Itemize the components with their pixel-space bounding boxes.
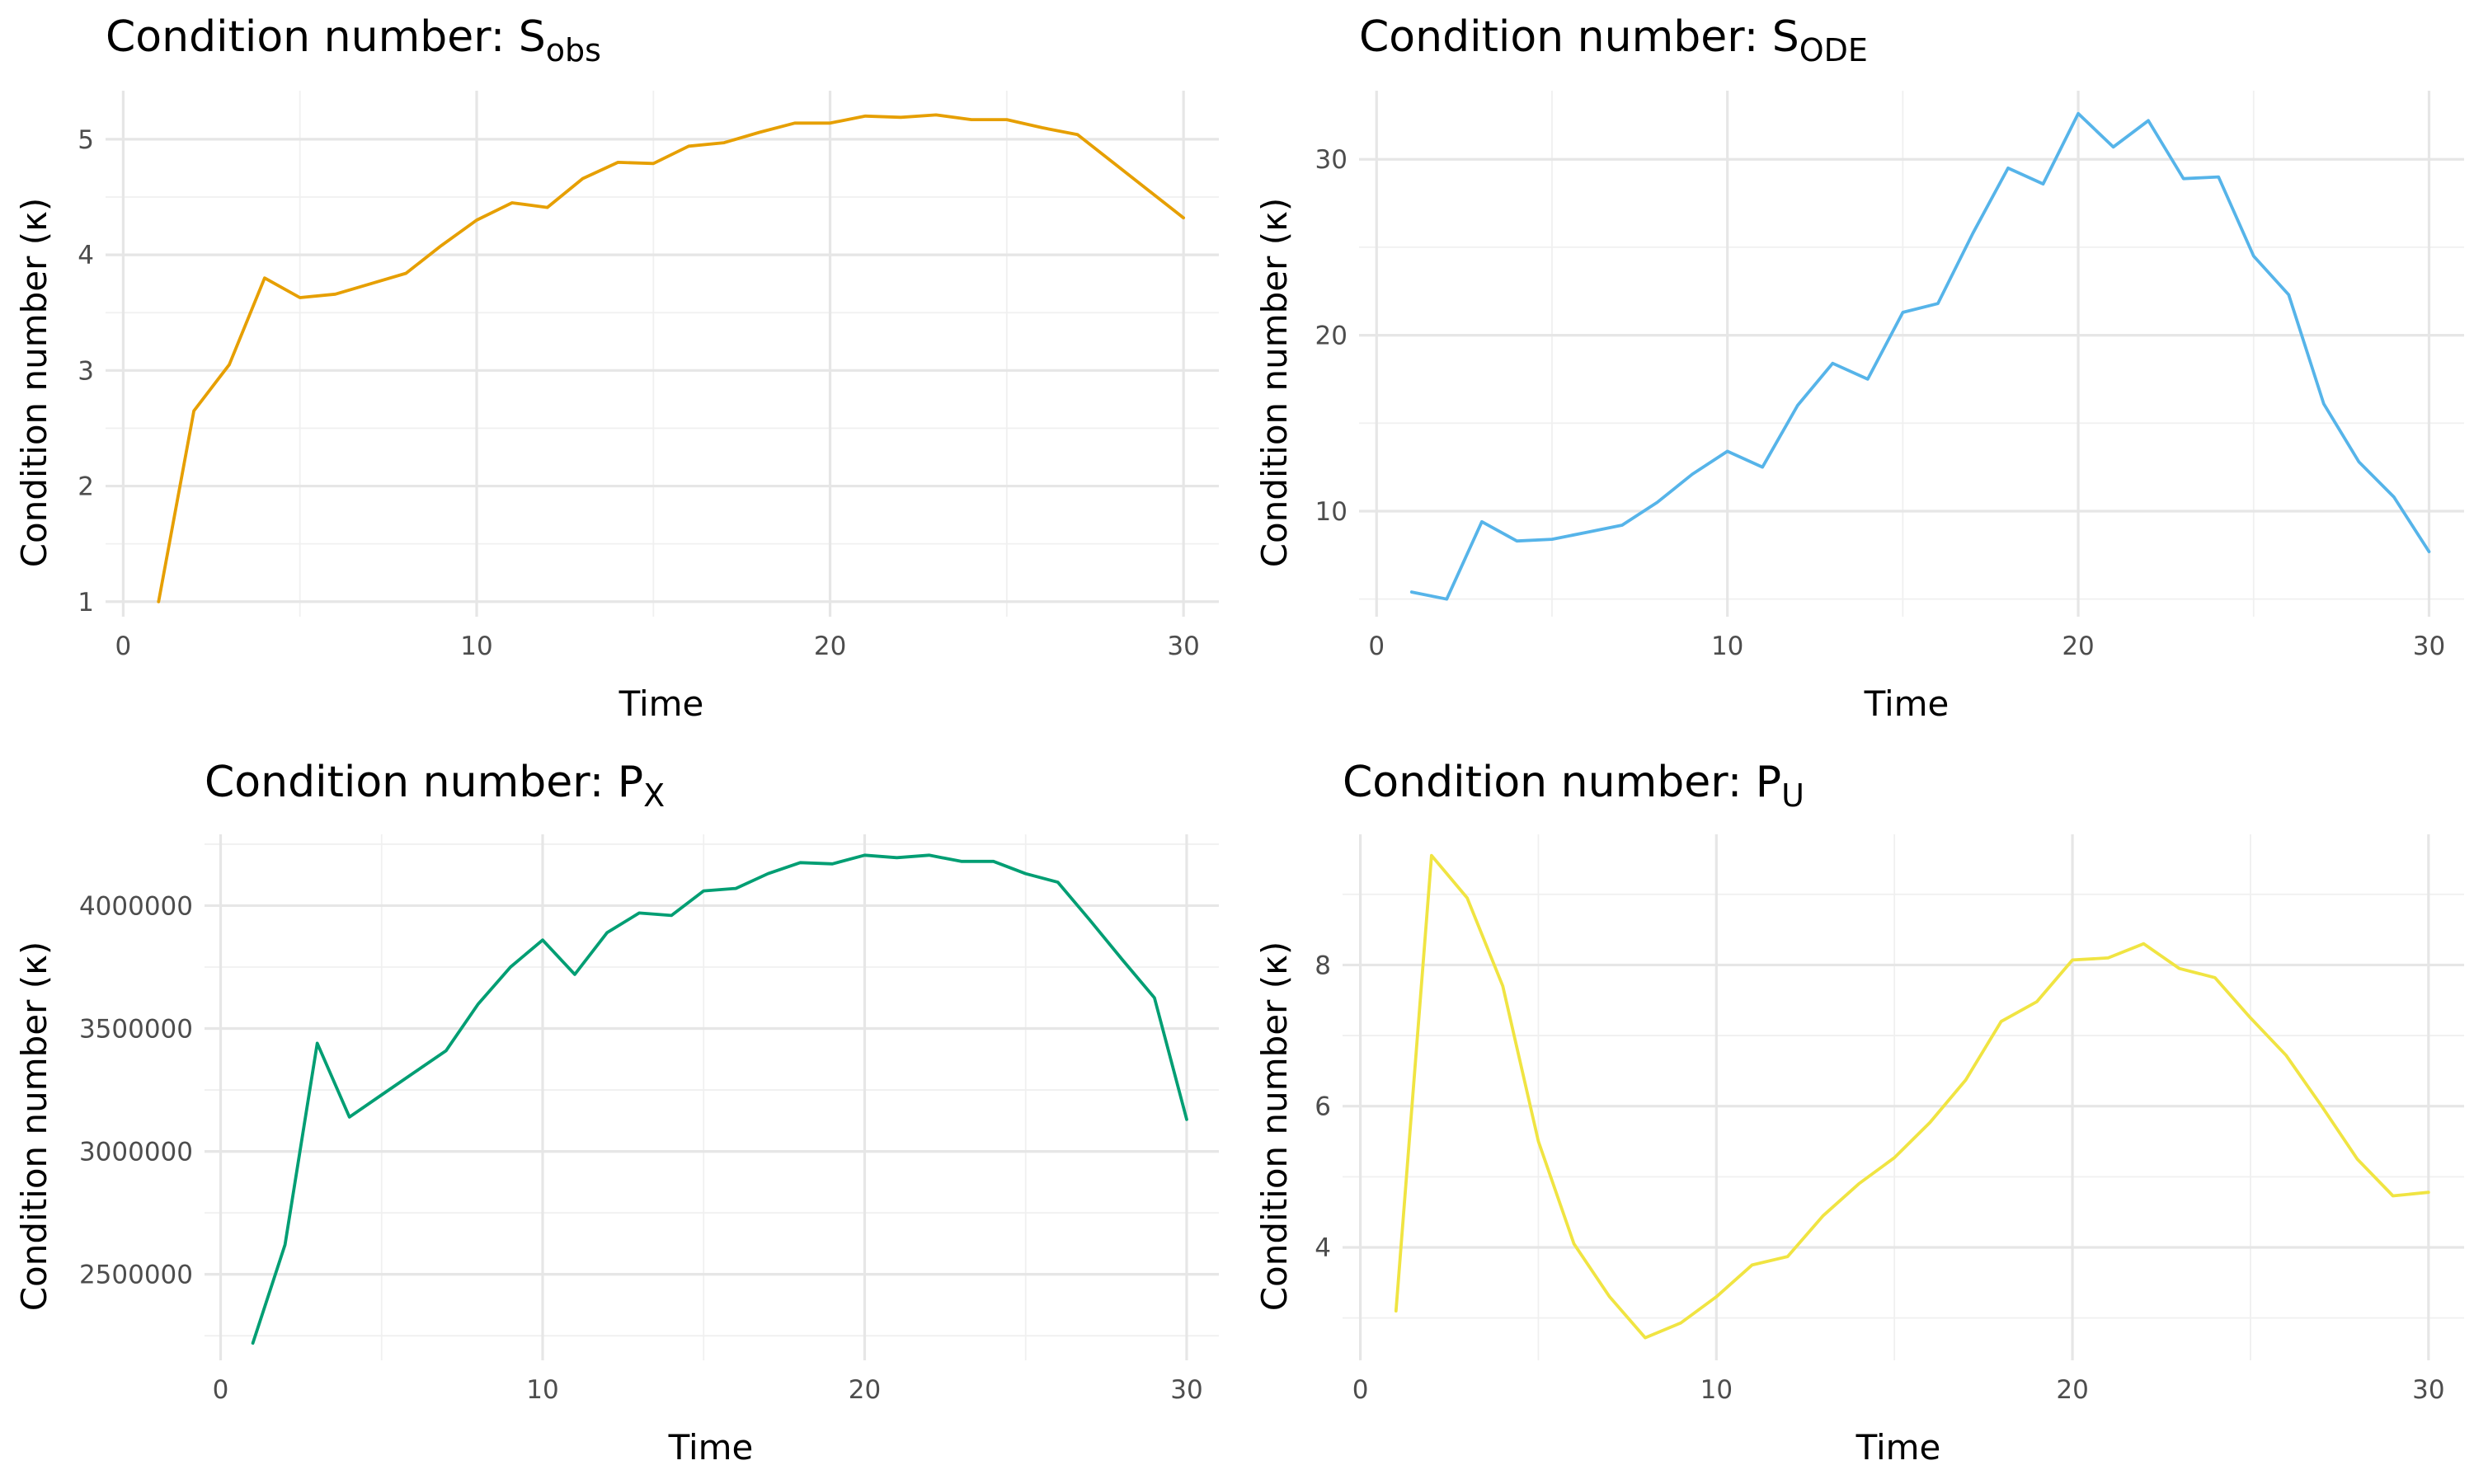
x-tick-label: 20	[814, 632, 846, 661]
y-tick-label: 20	[1315, 322, 1348, 351]
y-tick-label: 3	[78, 356, 94, 386]
y-tick-label: 30	[1315, 145, 1348, 175]
y-tick-label: 2500000	[79, 1261, 193, 1290]
series-line	[251, 853, 1188, 1345]
y-tick-label: 10	[1315, 497, 1348, 527]
panel-title: Condition number: PU	[1343, 758, 1804, 814]
series-line	[1394, 853, 2430, 1340]
y-axis-title: Condition number (κ)	[14, 942, 54, 1312]
x-tick-label: 0	[1368, 632, 1385, 661]
x-tick-label: 20	[849, 1375, 881, 1405]
y-axis-title: Condition number (κ)	[1254, 198, 1295, 568]
x-tick-label: 0	[115, 632, 132, 661]
panel-p-x: Condition number: PX 0 10 20 30 2500000 30000…	[14, 758, 1219, 1468]
y-tick-label: 8	[1315, 951, 1331, 980]
y-tick-label: 4000000	[79, 891, 193, 921]
y-tick-label: 3500000	[79, 1015, 193, 1045]
panel-s-ode: Condition number: SODE 0 10 20 30 10 20 30 Tim…	[1254, 12, 2464, 724]
panel-title: Condition number: PX	[205, 758, 665, 814]
x-tick-label: 0	[213, 1375, 229, 1405]
x-tick-label: 30	[1167, 632, 1199, 661]
x-axis-title: Time	[618, 683, 704, 724]
panel-s-obs: Condition number: Sobs 0 10 20 30 1 2 3 4 5 Time…	[14, 12, 1219, 724]
y-axis-title: Condition number (κ)	[14, 198, 54, 568]
y-tick-label: 4	[78, 241, 94, 270]
x-tick-label: 20	[2056, 1375, 2088, 1405]
series-line	[1409, 111, 2431, 601]
x-axis-title: Time	[1856, 1427, 1941, 1468]
panel-p-u: Condition number: PU 0 10 20 30 4 6 8 Time Con…	[1254, 758, 2464, 1468]
y-tick-label: 4	[1315, 1233, 1331, 1263]
panel-title: Condition number: SODE	[1359, 12, 1868, 68]
y-tick-label: 3000000	[79, 1138, 193, 1167]
x-tick-label: 10	[1700, 1375, 1733, 1405]
x-tick-label: 30	[2413, 632, 2445, 661]
x-axis-title: Time	[1864, 683, 1950, 724]
x-tick-label: 0	[1352, 1375, 1369, 1405]
x-tick-label: 30	[1170, 1375, 1202, 1405]
x-axis-title: Time	[668, 1427, 754, 1468]
panel-title: Condition number: Sobs	[106, 12, 601, 68]
x-tick-label: 10	[526, 1375, 558, 1405]
x-tick-label: 10	[1711, 632, 1743, 661]
y-tick-label: 6	[1315, 1092, 1331, 1122]
x-tick-label: 20	[2062, 632, 2094, 661]
series-line	[157, 113, 1185, 603]
x-tick-label: 10	[460, 632, 492, 661]
y-tick-label: 2	[78, 472, 94, 502]
y-tick-label: 1	[78, 588, 94, 618]
y-tick-label: 5	[78, 125, 94, 155]
x-tick-label: 30	[2412, 1375, 2444, 1405]
y-axis-title: Condition number (κ)	[1254, 942, 1295, 1312]
